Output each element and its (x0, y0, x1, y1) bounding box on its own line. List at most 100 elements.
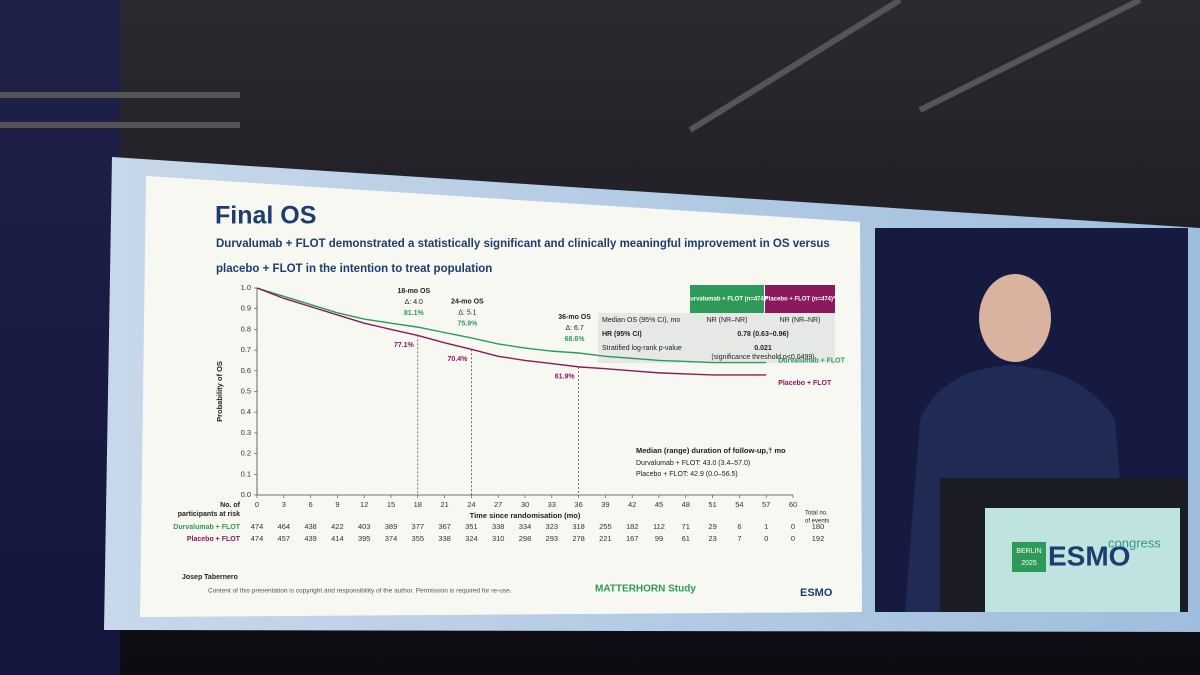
event-count: 180 (812, 522, 825, 531)
risk-count: 324 (465, 534, 478, 543)
x-tick-label: 9 (335, 500, 339, 509)
follow-up-item: Placebo + FLOT: 42.9 (0.0–56.5) (636, 471, 738, 478)
risk-count: 464 (278, 522, 291, 531)
table-header-cell (765, 285, 835, 313)
risk-count: 167 (626, 534, 639, 543)
annotation-title: 36-mo OS (558, 314, 591, 321)
risk-row-label: Durvalumab + FLOT (173, 524, 240, 531)
banner-word: congress (1108, 535, 1161, 550)
annotation-delta: Δ: 4.0 (405, 299, 423, 306)
risk-count: 334 (519, 522, 532, 531)
risk-count: 112 (653, 522, 665, 531)
annotation-delta: Δ: 5.1 (458, 310, 476, 317)
annotation-title: 24-mo OS (451, 299, 484, 306)
x-tick-label: 24 (467, 500, 475, 509)
y-tick-label: 0.0 (241, 490, 251, 499)
risk-count: 221 (599, 534, 612, 543)
x-tick-label: 3 (282, 500, 286, 509)
survival-curve (256, 287, 767, 376)
risk-count: 6 (737, 522, 741, 531)
table-header: Placebo + FLOT (n=474)* (765, 297, 836, 303)
stage-light (0, 0, 120, 675)
y-tick-label: 0.6 (241, 366, 251, 375)
y-axis-title: Probability of OS (215, 361, 224, 422)
risk-count: 439 (304, 534, 317, 543)
speaker-head (979, 274, 1051, 362)
x-tick-label: 30 (521, 500, 529, 509)
risk-count: 338 (492, 522, 505, 531)
y-tick-label: 0.9 (241, 304, 251, 313)
y-tick-label: 1.0 (241, 283, 251, 292)
x-tick-label: 57 (762, 500, 770, 509)
x-tick-label: 12 (360, 500, 368, 509)
legend-label: Placebo + FLOT (778, 380, 832, 387)
risk-count: 0 (791, 534, 795, 543)
x-tick-label: 60 (789, 500, 797, 509)
events-title: Total no. (805, 511, 828, 517)
banner-logo: ESMO (1048, 540, 1130, 571)
risk-count: 182 (626, 522, 639, 531)
risk-table-title: participants at risk (178, 511, 240, 518)
study-name: MATTERHORN Study (595, 584, 696, 595)
events-title: of events (805, 519, 829, 525)
banner-badge (1012, 542, 1046, 572)
risk-count: 351 (465, 522, 478, 531)
risk-count: 255 (599, 522, 612, 531)
x-tick-label: 18 (414, 500, 422, 509)
x-tick-label: 48 (682, 500, 690, 509)
annotation-upper: 75.9% (457, 321, 478, 328)
presenter: Josep Tabernero (182, 574, 238, 581)
x-axis-title: Time since randomisation (mo) (470, 511, 581, 520)
annotation-lower: 77.1% (394, 342, 415, 349)
risk-count: 293 (546, 534, 559, 543)
banner-city: BERLIN (1016, 548, 1041, 555)
risk-count: 323 (546, 522, 559, 531)
risk-count: 367 (438, 522, 451, 531)
y-tick-label: 0.7 (241, 345, 251, 354)
annotation-lower: 61.9% (555, 374, 576, 381)
annotation-title: 18-mo OS (397, 288, 430, 295)
banner-year: 2025 (1021, 560, 1037, 567)
x-tick-label: 15 (387, 500, 395, 509)
survival-curve (256, 287, 767, 364)
x-tick-label: 6 (309, 500, 313, 509)
slide-title: Final OS (215, 202, 316, 230)
y-tick-label: 0.3 (241, 428, 251, 437)
risk-count: 0 (791, 522, 795, 531)
table-cell: 0.021 (754, 345, 772, 352)
risk-count: 338 (438, 534, 451, 543)
table-cell: (significance threshold p<0.0499) (711, 354, 814, 361)
x-tick-label: 42 (628, 500, 636, 509)
risk-count: 61 (682, 534, 690, 543)
event-count: 192 (812, 534, 825, 543)
x-tick-label: 33 (548, 500, 556, 509)
annotation-delta: Δ: 6.7 (565, 325, 583, 332)
slide-subtitle: Durvalumab + FLOT demonstrated a statist… (216, 238, 830, 250)
table-cell: NR (NR–NR) (780, 317, 821, 324)
risk-count: 71 (682, 522, 690, 531)
y-tick-label: 0.8 (241, 324, 251, 333)
risk-count: 298 (519, 534, 532, 543)
km-chart: 0.00.10.20.30.40.50.60.70.80.91.00 3 6 9 12 1… (173, 283, 845, 543)
risk-count: 23 (708, 534, 716, 543)
y-tick-label: 0.4 (241, 407, 251, 416)
y-tick-label: 0.5 (241, 386, 251, 395)
risk-count: 414 (331, 534, 344, 543)
x-tick-label: 39 (601, 500, 609, 509)
risk-count: 310 (492, 534, 505, 543)
table-cell: 0.78 (0.63–0.96) (737, 331, 788, 338)
x-tick-label: 21 (440, 500, 448, 509)
x-tick-label: 45 (655, 500, 663, 509)
risk-count: 474 (251, 534, 264, 543)
risk-row-label: Placebo + FLOT (187, 536, 241, 543)
risk-count: 403 (358, 522, 371, 531)
risk-count: 99 (655, 534, 663, 543)
table-body (598, 313, 835, 363)
x-tick-label: 27 (494, 500, 502, 509)
annotation-lower: 70.4% (448, 356, 469, 363)
risk-count: 355 (412, 534, 425, 543)
risk-count: 377 (412, 522, 425, 531)
table-header: Durvalumab + FLOT (n=474)* (686, 297, 769, 303)
copyright: Content of this presentation is copyrigh… (208, 588, 512, 595)
slide-subtitle: placebo + FLOT in the intention to treat… (216, 263, 492, 275)
